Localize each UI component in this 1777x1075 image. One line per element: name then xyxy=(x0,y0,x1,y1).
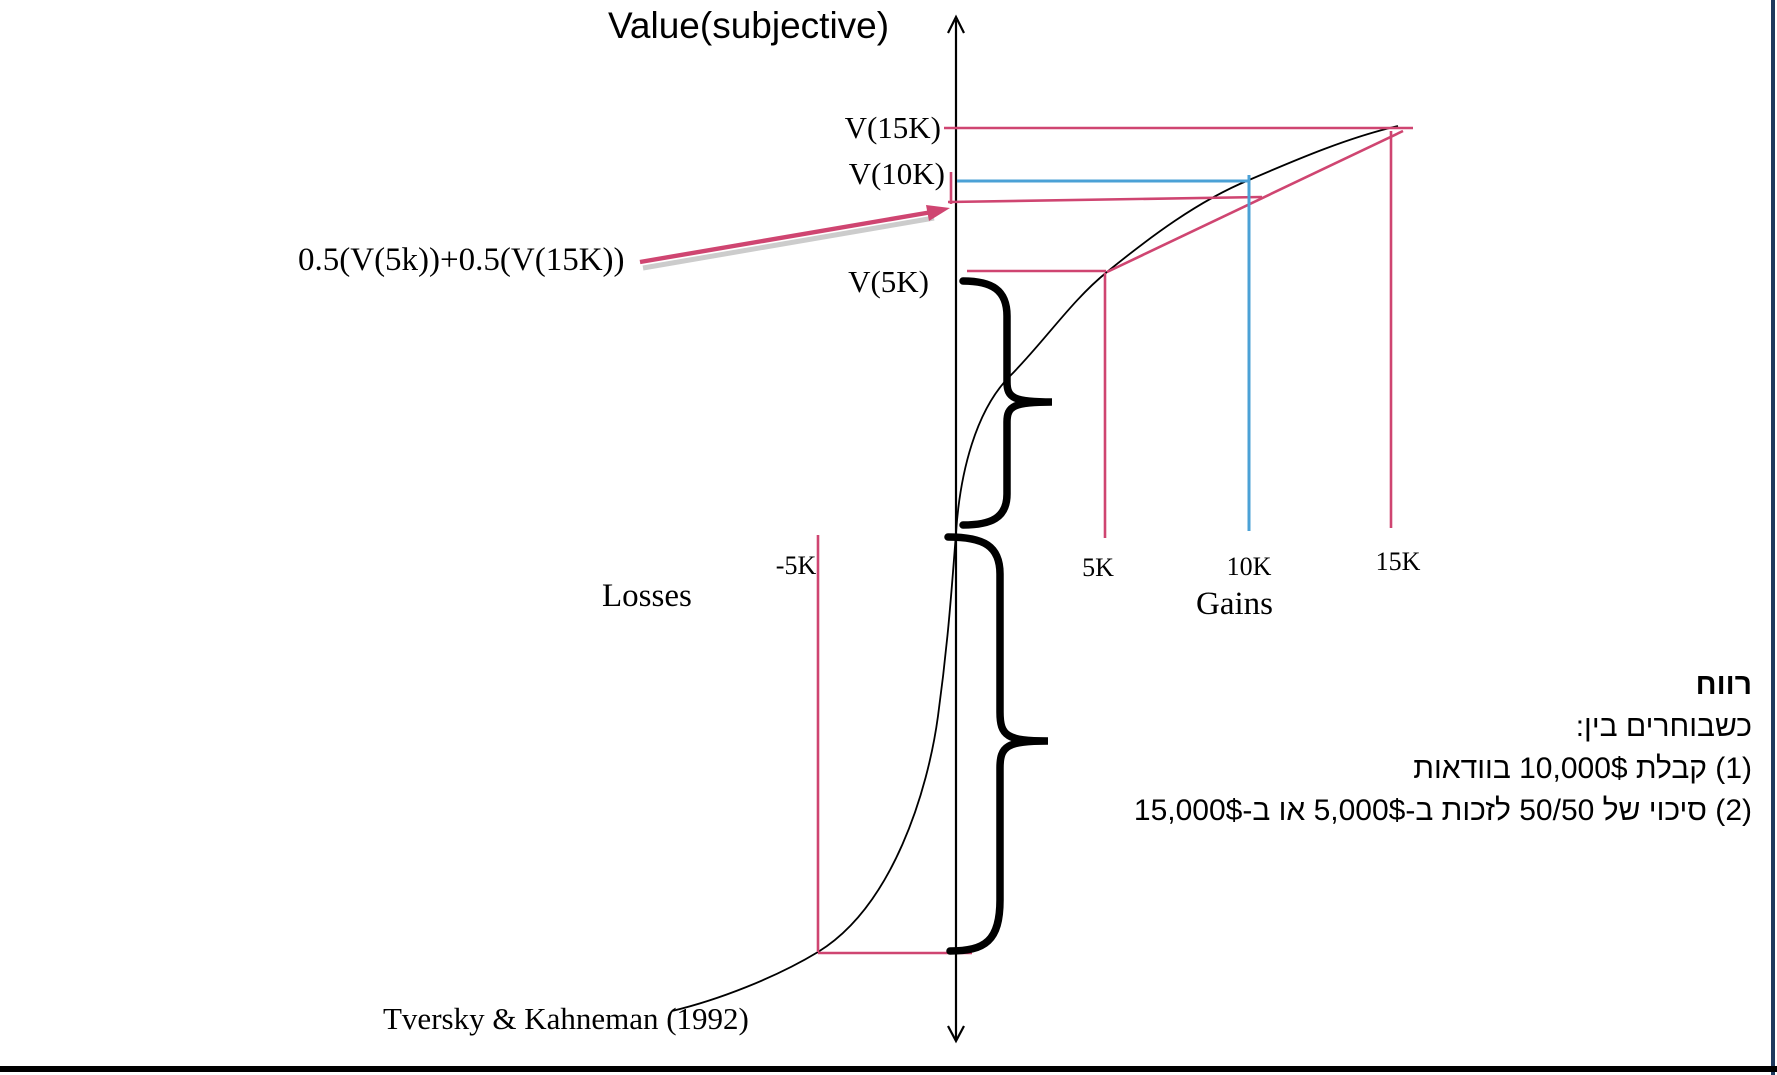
formula-arrowhead-icon xyxy=(926,205,950,221)
expected-value-guide-line xyxy=(947,195,1263,204)
formula-arrow xyxy=(639,209,933,265)
hebrew-note-heading: רווח xyxy=(1695,668,1752,701)
value-curve xyxy=(671,125,1399,1012)
formula-arrow-shadow xyxy=(642,215,935,271)
chord-line-5k-15k xyxy=(1106,129,1404,274)
expected-value-formula: 0.5(V(5k))+0.5(V(15K)) xyxy=(298,242,625,278)
hebrew-note-line2: (1) קבלת 10,000$ בוודאות xyxy=(1413,752,1752,785)
y-axis-arrow-bottom-icon xyxy=(947,1025,965,1044)
gain-brace xyxy=(959,277,1053,529)
x-tick-5k: 5K xyxy=(1082,553,1114,582)
losses-label: Losses xyxy=(602,578,692,614)
page-title: Value(subjective) xyxy=(608,5,890,46)
label-v10k: V(10K) xyxy=(848,156,945,191)
hebrew-note: רווח כשבוחרים בין: (1) קבלת 10,000$ בווד… xyxy=(892,664,1752,832)
loss-brace xyxy=(944,533,1049,955)
x-tick-15k: 15K xyxy=(1375,547,1421,576)
y-axis-arrow-top-icon xyxy=(947,14,965,34)
citation: Tversky & Kahneman (1992) xyxy=(383,1001,749,1036)
label-v15k: V(15K) xyxy=(844,110,941,145)
gains-label: Gains xyxy=(1196,586,1273,622)
slide-bottom-border xyxy=(0,1066,1777,1072)
slide-right-border xyxy=(1771,0,1775,1075)
hebrew-note-line3: (2) סיכוי של 50/50 לזכות ב-5,000$ או ב-1… xyxy=(1133,794,1752,827)
x-tick-10k: 10K xyxy=(1226,552,1272,581)
hebrew-note-line1: כשבוחרים בין: xyxy=(1575,710,1752,743)
label-v5k: V(5K) xyxy=(848,264,929,299)
x-tick-neg5k: -5K xyxy=(775,551,817,580)
